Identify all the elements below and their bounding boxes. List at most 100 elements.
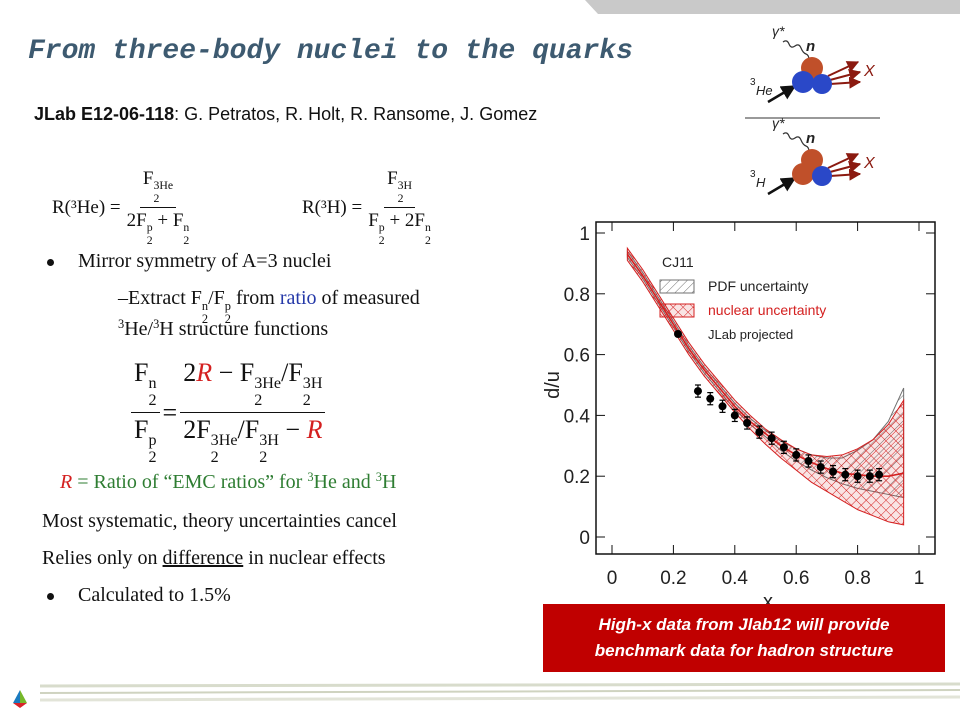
superscript: p xyxy=(224,298,231,313)
term: 3 xyxy=(118,317,124,340)
term-base: F xyxy=(196,415,211,445)
target-label: H xyxy=(756,175,766,190)
term-base: R xyxy=(196,358,213,387)
text: / xyxy=(208,287,214,309)
numerator: 2R − F 3He 2/F 3H 2 xyxy=(180,358,326,414)
term: R xyxy=(196,358,212,387)
text: 2 xyxy=(183,415,197,445)
term-base: 2F xyxy=(126,210,147,232)
data-point xyxy=(693,387,702,396)
term: 3 xyxy=(375,470,382,493)
y-axis-label: d/u xyxy=(542,371,564,399)
text: in nuclear effects xyxy=(243,547,386,569)
term: F 3He 2 xyxy=(239,358,281,409)
subscript: 2 xyxy=(201,311,209,326)
subscript: 2 xyxy=(302,392,311,410)
photon-label: γ* xyxy=(772,23,785,39)
data-point xyxy=(730,411,739,420)
superscript: 3 xyxy=(153,317,160,331)
diagram-bottom xyxy=(767,132,862,196)
scripts: 3H 2 xyxy=(259,432,279,467)
term-base: F xyxy=(190,287,202,309)
data-point xyxy=(792,450,801,459)
fraction: 2R − F 3He 2/F 3H 2 2F 3He 2/F 3H 2 − R xyxy=(180,358,326,467)
text: = Ratio of “EMC ratios” for xyxy=(72,470,308,493)
data-point xyxy=(755,428,764,437)
x-tick-label: 1 xyxy=(914,568,925,589)
target-label: He xyxy=(756,83,773,98)
superscript: 3H xyxy=(397,179,413,193)
text: − xyxy=(278,415,307,445)
text: / xyxy=(281,358,289,387)
bottom-lines xyxy=(39,682,960,702)
text-line: 3He/3H structure functions xyxy=(118,317,328,341)
x-tick-label: 0.2 xyxy=(660,568,686,589)
text: / xyxy=(237,415,245,445)
term: 3 xyxy=(307,470,313,493)
data-point xyxy=(767,434,776,443)
text: of measured xyxy=(316,287,420,309)
diagram-top xyxy=(745,40,880,119)
text-line: Mirror symmetry of A=3 nuclei xyxy=(78,250,331,273)
uncertainty-band xyxy=(626,246,905,526)
scripts: 3H 2 xyxy=(302,375,323,410)
superscript: p xyxy=(148,432,157,450)
legend-label: PDF uncertainty xyxy=(708,278,808,294)
data-point xyxy=(841,470,850,479)
logo xyxy=(13,690,27,708)
term-base: F xyxy=(239,358,255,387)
subscript: 2 xyxy=(183,233,190,247)
term-base: F xyxy=(172,210,184,232)
term-base: difference xyxy=(162,547,244,569)
subscript: 2 xyxy=(424,233,431,247)
legend-marker xyxy=(674,330,682,338)
denominator: 2F 3He 2/F 3H 2 − R xyxy=(180,413,325,467)
superscript: p xyxy=(378,221,385,235)
text-line: R = Ratio of “EMC ratios” for 3He and 3H xyxy=(60,470,396,494)
superscript: 3 xyxy=(375,470,382,484)
term-base: F xyxy=(134,415,149,445)
term-base: F xyxy=(368,210,379,232)
term-base: F xyxy=(387,168,398,189)
subscript: 2 xyxy=(148,392,157,410)
text-line: Relies only on difference in nuclear eff… xyxy=(42,547,386,570)
chart: 0 0.2 0.4 0.6 0.8 1 0 0.2 0.4 0.6 0.8 1 x d/u CJ11 PDF … xyxy=(542,221,936,613)
data-point xyxy=(779,443,788,452)
term-base: F xyxy=(142,168,154,189)
y-tick-label: 0.8 xyxy=(564,285,590,306)
text: from xyxy=(230,287,280,309)
x-tick-label: 0 xyxy=(607,568,618,589)
text: Calculated to 1.5% xyxy=(78,584,231,606)
text-line: Most systematic, theory uncertainties ca… xyxy=(42,510,397,533)
term-base: R xyxy=(60,470,73,493)
subscript: 2 xyxy=(397,191,404,205)
term: ratio xyxy=(280,287,317,309)
superscript: 3He xyxy=(153,179,174,193)
text: + xyxy=(384,210,405,232)
x-tick-label: 0.4 xyxy=(722,568,749,589)
scripts: 3H 2 xyxy=(397,179,413,205)
term: F 3He 2 xyxy=(142,168,174,205)
target-sup: 3 xyxy=(750,77,756,88)
subscript: 2 xyxy=(259,449,268,467)
superscript: n xyxy=(148,375,157,393)
y-tick-label: 0.4 xyxy=(564,406,591,427)
term: F 3H 2 xyxy=(387,168,412,205)
y-tick-label: 1 xyxy=(579,224,590,245)
data-point xyxy=(829,467,838,476)
